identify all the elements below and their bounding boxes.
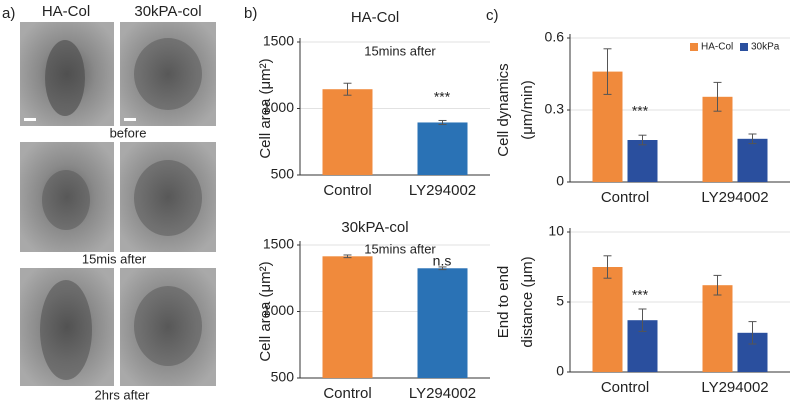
- subtitle: 15mins after: [364, 241, 436, 256]
- row-label: 2hrs after: [95, 387, 151, 402]
- annotation: ***: [632, 287, 649, 303]
- bar: [737, 138, 768, 182]
- micrographs: [20, 22, 216, 386]
- chart-title: HA-Col: [351, 9, 399, 26]
- y-tick-label: 0.6: [545, 29, 565, 45]
- y-tick-label: 500: [271, 166, 295, 182]
- bar: [592, 267, 623, 372]
- bar: [417, 122, 468, 175]
- x-tick-label: Control: [323, 385, 371, 402]
- y-tick-label: 500: [271, 369, 295, 385]
- x-tick-label: LY294002: [409, 385, 476, 402]
- bar: [322, 89, 373, 175]
- row-label: before: [110, 125, 147, 140]
- y-tick-label: 0: [556, 173, 564, 189]
- y-axis-label: End to end: [495, 266, 512, 339]
- y-tick-label: 5: [556, 293, 564, 309]
- legend-swatch: [740, 43, 748, 51]
- y-axis-label: (μm/min): [519, 80, 536, 139]
- row-label: 15mis after: [82, 251, 147, 266]
- x-tick-label: Control: [601, 379, 649, 396]
- legend-swatch: [690, 43, 698, 51]
- y-axis-label: Cell dynamics: [495, 63, 512, 156]
- bar: [322, 256, 373, 378]
- panel-label: a): [2, 5, 15, 22]
- y-tick-label: 1500: [263, 236, 294, 252]
- x-tick-label: LY294002: [701, 379, 768, 396]
- column-label: 30kPA-col: [134, 3, 201, 20]
- y-axis-label: Cell area (μm²): [257, 58, 274, 158]
- x-tick-label: Control: [601, 189, 649, 206]
- legend-label: 30kPa: [751, 42, 780, 53]
- column-label: HA-Col: [42, 3, 90, 20]
- bar: [417, 268, 468, 378]
- annotation: ***: [434, 89, 451, 105]
- chart-title: 30kPA-col: [341, 219, 408, 236]
- x-tick-label: LY294002: [409, 182, 476, 199]
- panel-label: c): [486, 7, 499, 24]
- legend-label: HA-Col: [701, 42, 733, 53]
- y-tick-label: 1000: [263, 302, 294, 318]
- annotation: n.s: [433, 253, 452, 269]
- annotation: ***: [632, 103, 649, 119]
- bar: [702, 285, 733, 372]
- y-axis-label: Cell area (μm²): [257, 261, 274, 361]
- y-tick-label: 1000: [263, 99, 294, 115]
- bar: [627, 140, 658, 182]
- y-tick-label: 1500: [263, 33, 294, 49]
- y-tick-label: 0: [556, 363, 564, 379]
- y-tick-label: 10: [548, 223, 564, 239]
- y-axis-label: distance (μm): [519, 256, 536, 347]
- panel-label: b): [244, 5, 257, 22]
- x-tick-label: Control: [323, 182, 371, 199]
- y-tick-label: 0.3: [545, 101, 565, 117]
- subtitle: 15mins after: [364, 43, 436, 58]
- x-tick-label: LY294002: [701, 189, 768, 206]
